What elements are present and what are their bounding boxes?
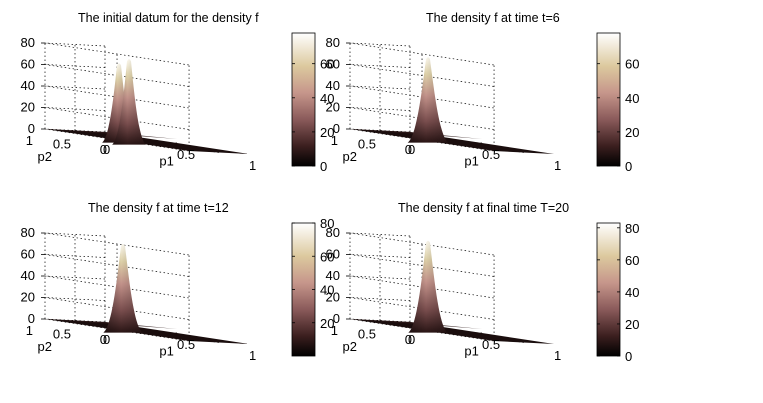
p2-axis-label: p2 <box>38 149 52 164</box>
peak-right-shade <box>112 59 146 145</box>
p2-tick-label: 0.5 <box>53 137 71 152</box>
colorbar-tick-label: 60 <box>625 253 639 268</box>
colorbar-tick-label: 20 <box>625 125 639 140</box>
colorbar <box>291 222 316 357</box>
p2-tick-label: 0 <box>405 332 412 347</box>
z-tick-label: 60 <box>326 247 340 262</box>
p2-tick-label: 0.5 <box>53 327 71 342</box>
colorbar <box>596 32 621 167</box>
p2-axis-label: p2 <box>38 339 52 354</box>
grid-level-80 <box>44 42 190 66</box>
chart-title: The density f at final time T=20 <box>398 201 569 215</box>
colorbar-tick-label: 20 <box>320 316 334 331</box>
colorbar-tick-label: 60 <box>625 57 639 72</box>
chart-title: The density f at time t=6 <box>426 11 560 25</box>
p1-axis-label: p1 <box>159 344 173 359</box>
p1-tick-label: 0 <box>408 142 415 157</box>
p2-tick-label: 1 <box>26 133 33 148</box>
surface-panel-2: The density f at time t=602040608000.510… <box>326 11 640 174</box>
surface-panel-3: The density f at time t=12 0 20 40 60 80 0 0.5 1… <box>21 201 335 363</box>
surface-panel-1: The initial datum for the density f 0 20 40… <box>21 11 335 174</box>
p2-tick-label: 1 <box>331 323 338 338</box>
z-tick-label: 80 <box>21 35 35 50</box>
grid-level-80 <box>349 42 495 66</box>
p2-tick-label: 0 <box>405 142 412 157</box>
z-tick-label: 0 <box>333 121 340 136</box>
p2-axis-label: p2 <box>343 339 357 354</box>
z-tick-label: 20 <box>21 100 35 115</box>
p1-tick-label: 0.5 <box>177 147 195 162</box>
p1-tick-label: 0.5 <box>482 147 500 162</box>
p2-tick-label: 0.5 <box>358 327 376 342</box>
z-tick-label: 20 <box>326 100 340 115</box>
colorbar-tick-label: 0 <box>625 349 632 364</box>
grid-level-80 <box>349 232 495 256</box>
colorbar-tick-label: 80 <box>625 221 639 236</box>
z-tick-label: 80 <box>21 225 35 240</box>
surface-base <box>45 319 250 344</box>
peak-shade <box>407 57 449 143</box>
z-tick-label: 20 <box>326 290 340 305</box>
surface-panel-4: The density f at final time T=20 0 20 40 60 8… <box>326 201 640 364</box>
p1-tick-label: 0.5 <box>482 337 500 352</box>
p2-axis-label: p2 <box>343 149 357 164</box>
surface-base <box>350 319 555 344</box>
colorbar-tick-label: 60 <box>320 57 334 72</box>
chart-title: The initial datum for the density f <box>78 11 259 25</box>
colorbar-tick-label: 80 <box>320 216 334 231</box>
p1-axis-label: p1 <box>464 344 478 359</box>
p1-tick-label: 0 <box>103 142 110 157</box>
z-tick-label: 0 <box>28 311 35 326</box>
colorbar-tick-label: 40 <box>625 285 639 300</box>
z-tick-label: 60 <box>21 247 35 262</box>
z-tick-label: 80 <box>326 35 340 50</box>
p2-tick-label: 0.5 <box>358 137 376 152</box>
p1-tick-label: 1 <box>554 348 561 363</box>
z-tick-label: 80 <box>326 225 340 240</box>
p1-tick-label: 1 <box>249 158 256 173</box>
p2-tick-label: 1 <box>26 323 33 338</box>
p1-tick-label: 0.5 <box>177 337 195 352</box>
colorbar-tick-label: 60 <box>320 249 334 264</box>
colorbar <box>596 222 621 357</box>
z-tick-label: 60 <box>326 57 340 72</box>
colorbar-tick-label: 40 <box>320 91 334 106</box>
grid-level-80 <box>44 232 190 256</box>
z-tick-label: 40 <box>326 78 340 93</box>
chart-title: The density f at time t=12 <box>88 201 229 215</box>
surface-base <box>45 129 250 154</box>
peak-shade <box>103 243 143 333</box>
colorbar-tick-label: 20 <box>625 317 639 332</box>
p1-axis-label: p1 <box>464 154 478 169</box>
p1-tick-label: 0 <box>103 332 110 347</box>
p2-tick-label: 0 <box>100 142 107 157</box>
colorbar-tick-label: 0 <box>625 159 632 174</box>
z-tick-label: 40 <box>326 268 340 283</box>
z-tick-label: 40 <box>21 268 35 283</box>
surface-base <box>350 129 555 154</box>
p2-tick-label: 0 <box>100 332 107 347</box>
p1-axis-label: p1 <box>159 154 173 169</box>
colorbar-tick-label: 40 <box>625 91 639 106</box>
peak-shade <box>408 240 448 333</box>
z-tick-label: 0 <box>333 311 340 326</box>
p1-tick-label: 1 <box>249 348 256 363</box>
p2-tick-label: 1 <box>331 133 338 148</box>
z-tick-label: 0 <box>28 121 35 136</box>
z-tick-label: 20 <box>21 290 35 305</box>
colorbar <box>291 32 316 167</box>
z-tick-label: 60 <box>21 57 35 72</box>
colorbar-tick-label: 0 <box>320 159 327 174</box>
p1-tick-label: 0 <box>408 332 415 347</box>
colorbar-tick-label: 20 <box>320 125 334 140</box>
colorbar-tick-label: 40 <box>320 283 334 298</box>
p1-tick-label: 1 <box>554 158 561 173</box>
z-tick-label: 40 <box>21 78 35 93</box>
